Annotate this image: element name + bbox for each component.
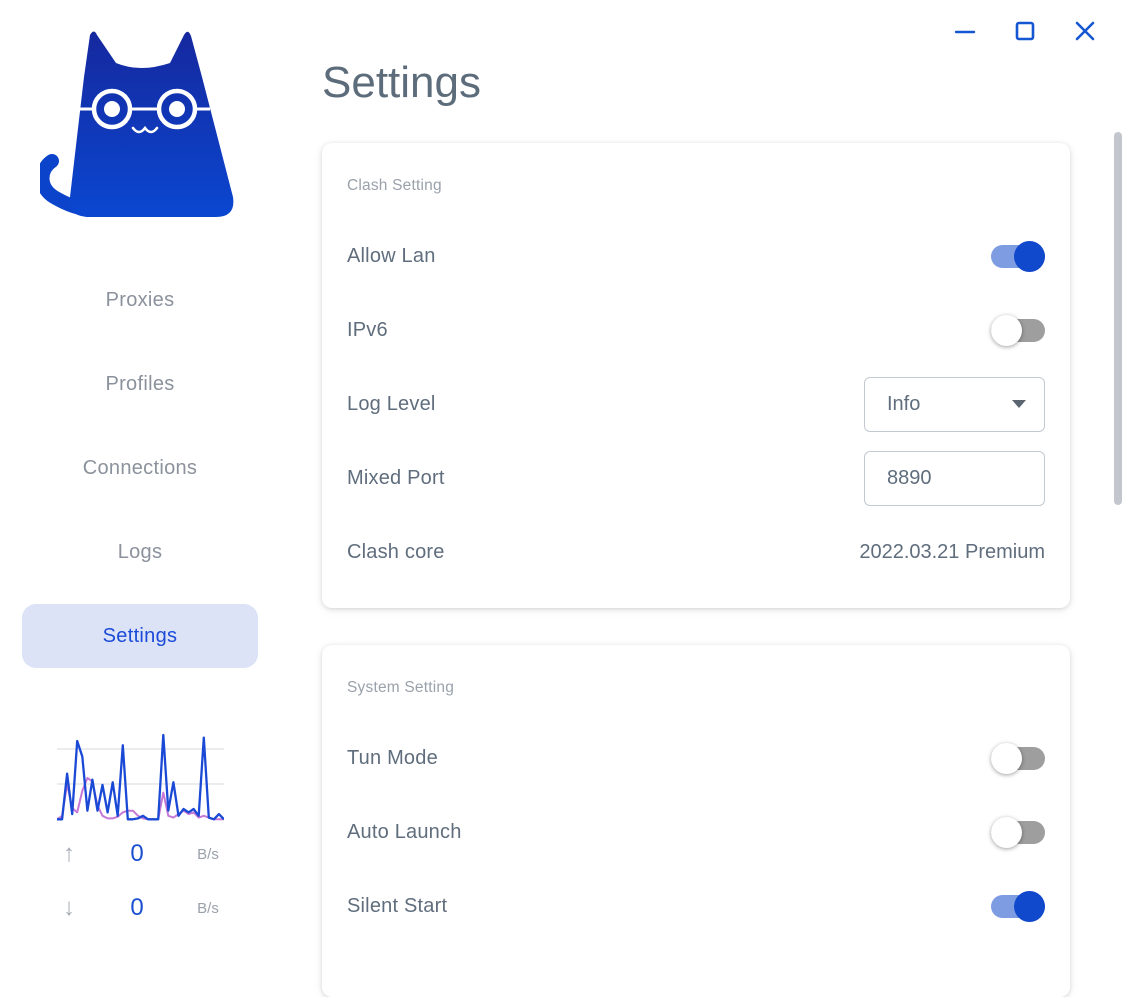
card-system-setting: System Setting Tun Mode Auto Launch Silent … — [322, 645, 1070, 997]
card-clash-setting: Clash Setting Allow Lan IPv6 Log Level Info M… — [322, 143, 1070, 608]
download-speed-value: 0 — [130, 894, 144, 921]
cat-body — [69, 31, 234, 217]
chevron-down-icon — [1012, 400, 1026, 408]
download-speed-unit: B/s — [197, 899, 219, 917]
arrow-down-icon: ↓ — [63, 894, 75, 921]
toggle-thumb — [991, 314, 1022, 346]
traffic-stats: ↑ 0 B/s ↓ 0 B/s — [46, 832, 234, 940]
upload-speed-unit: B/s — [197, 845, 219, 863]
setting-row-tun-mode: Tun Mode — [347, 721, 1045, 795]
allow-lan-toggle[interactable] — [991, 240, 1045, 272]
setting-label: Log Level — [347, 392, 436, 415]
download-line — [57, 733, 224, 821]
setting-label: IPv6 — [347, 318, 388, 341]
tun-mode-toggle[interactable] — [991, 742, 1045, 774]
mixed-port-input[interactable] — [864, 450, 1045, 506]
close-icon — [1075, 21, 1095, 41]
log-level-select[interactable]: Info — [864, 376, 1045, 432]
setting-row-silent-start: Silent Start — [347, 869, 1045, 943]
sidebar-item-connections[interactable]: Connections — [82, 456, 198, 479]
toggle-thumb — [1014, 890, 1045, 922]
cat-glasses — [80, 88, 210, 130]
toggle-thumb — [991, 816, 1022, 848]
clash-cat-logo — [40, 31, 234, 217]
setting-row-mixed-port: Mixed Port — [347, 441, 1045, 515]
upload-speed-value: 0 — [130, 840, 144, 867]
setting-label: Clash core — [347, 540, 445, 563]
setting-row-clash-core: Clash core 2022.03.21 Premium — [347, 515, 1045, 589]
setting-label: Mixed Port — [347, 466, 445, 489]
close-button[interactable] — [1055, 12, 1115, 50]
maximize-button[interactable] — [995, 12, 1055, 50]
scrollbar-thumb[interactable] — [1114, 132, 1122, 505]
sidebar-nav: Proxies Profiles Connections Logs Settings — [22, 268, 258, 688]
cat-eye-right — [169, 101, 185, 117]
section-title: System Setting — [347, 679, 455, 696]
setting-row-log-level: Log Level Info — [347, 367, 1045, 441]
maximize-icon — [1015, 21, 1035, 41]
sidebar-item-profiles[interactable]: Profiles — [105, 372, 175, 395]
minimize-button[interactable] — [935, 12, 995, 50]
toggle-thumb — [1014, 240, 1045, 272]
sidebar-item-settings[interactable]: Settings — [22, 604, 258, 668]
page-title: Settings — [322, 58, 481, 107]
clash-core-value: 2022.03.21 Premium — [859, 540, 1045, 563]
setting-label: Tun Mode — [347, 746, 438, 769]
upload-stat-row: ↑ 0 B/s — [46, 832, 234, 876]
cat-eye-left — [104, 101, 120, 117]
setting-row-allow-lan: Allow Lan — [347, 219, 1045, 293]
auto-launch-toggle[interactable] — [991, 816, 1045, 848]
setting-label: Auto Launch — [347, 820, 462, 843]
cat-mouth — [131, 125, 159, 134]
ipv6-toggle[interactable] — [991, 314, 1045, 346]
setting-row-ipv6: IPv6 — [347, 293, 1045, 367]
section-title: Clash Setting — [347, 177, 442, 194]
traffic-chart — [57, 733, 224, 821]
minimize-icon — [954, 30, 976, 34]
download-stat-row: ↓ 0 B/s — [46, 886, 234, 930]
arrow-up-icon: ↑ — [63, 840, 75, 867]
select-value: Info — [887, 392, 921, 415]
setting-row-auto-launch: Auto Launch — [347, 795, 1045, 869]
sidebar-item-proxies[interactable]: Proxies — [105, 288, 175, 311]
sidebar-item-logs[interactable]: Logs — [117, 540, 163, 563]
silent-start-toggle[interactable] — [991, 890, 1045, 922]
setting-label: Silent Start — [347, 894, 448, 917]
window-controls — [935, 12, 1115, 50]
toggle-thumb — [991, 742, 1022, 774]
setting-label: Allow Lan — [347, 244, 436, 267]
